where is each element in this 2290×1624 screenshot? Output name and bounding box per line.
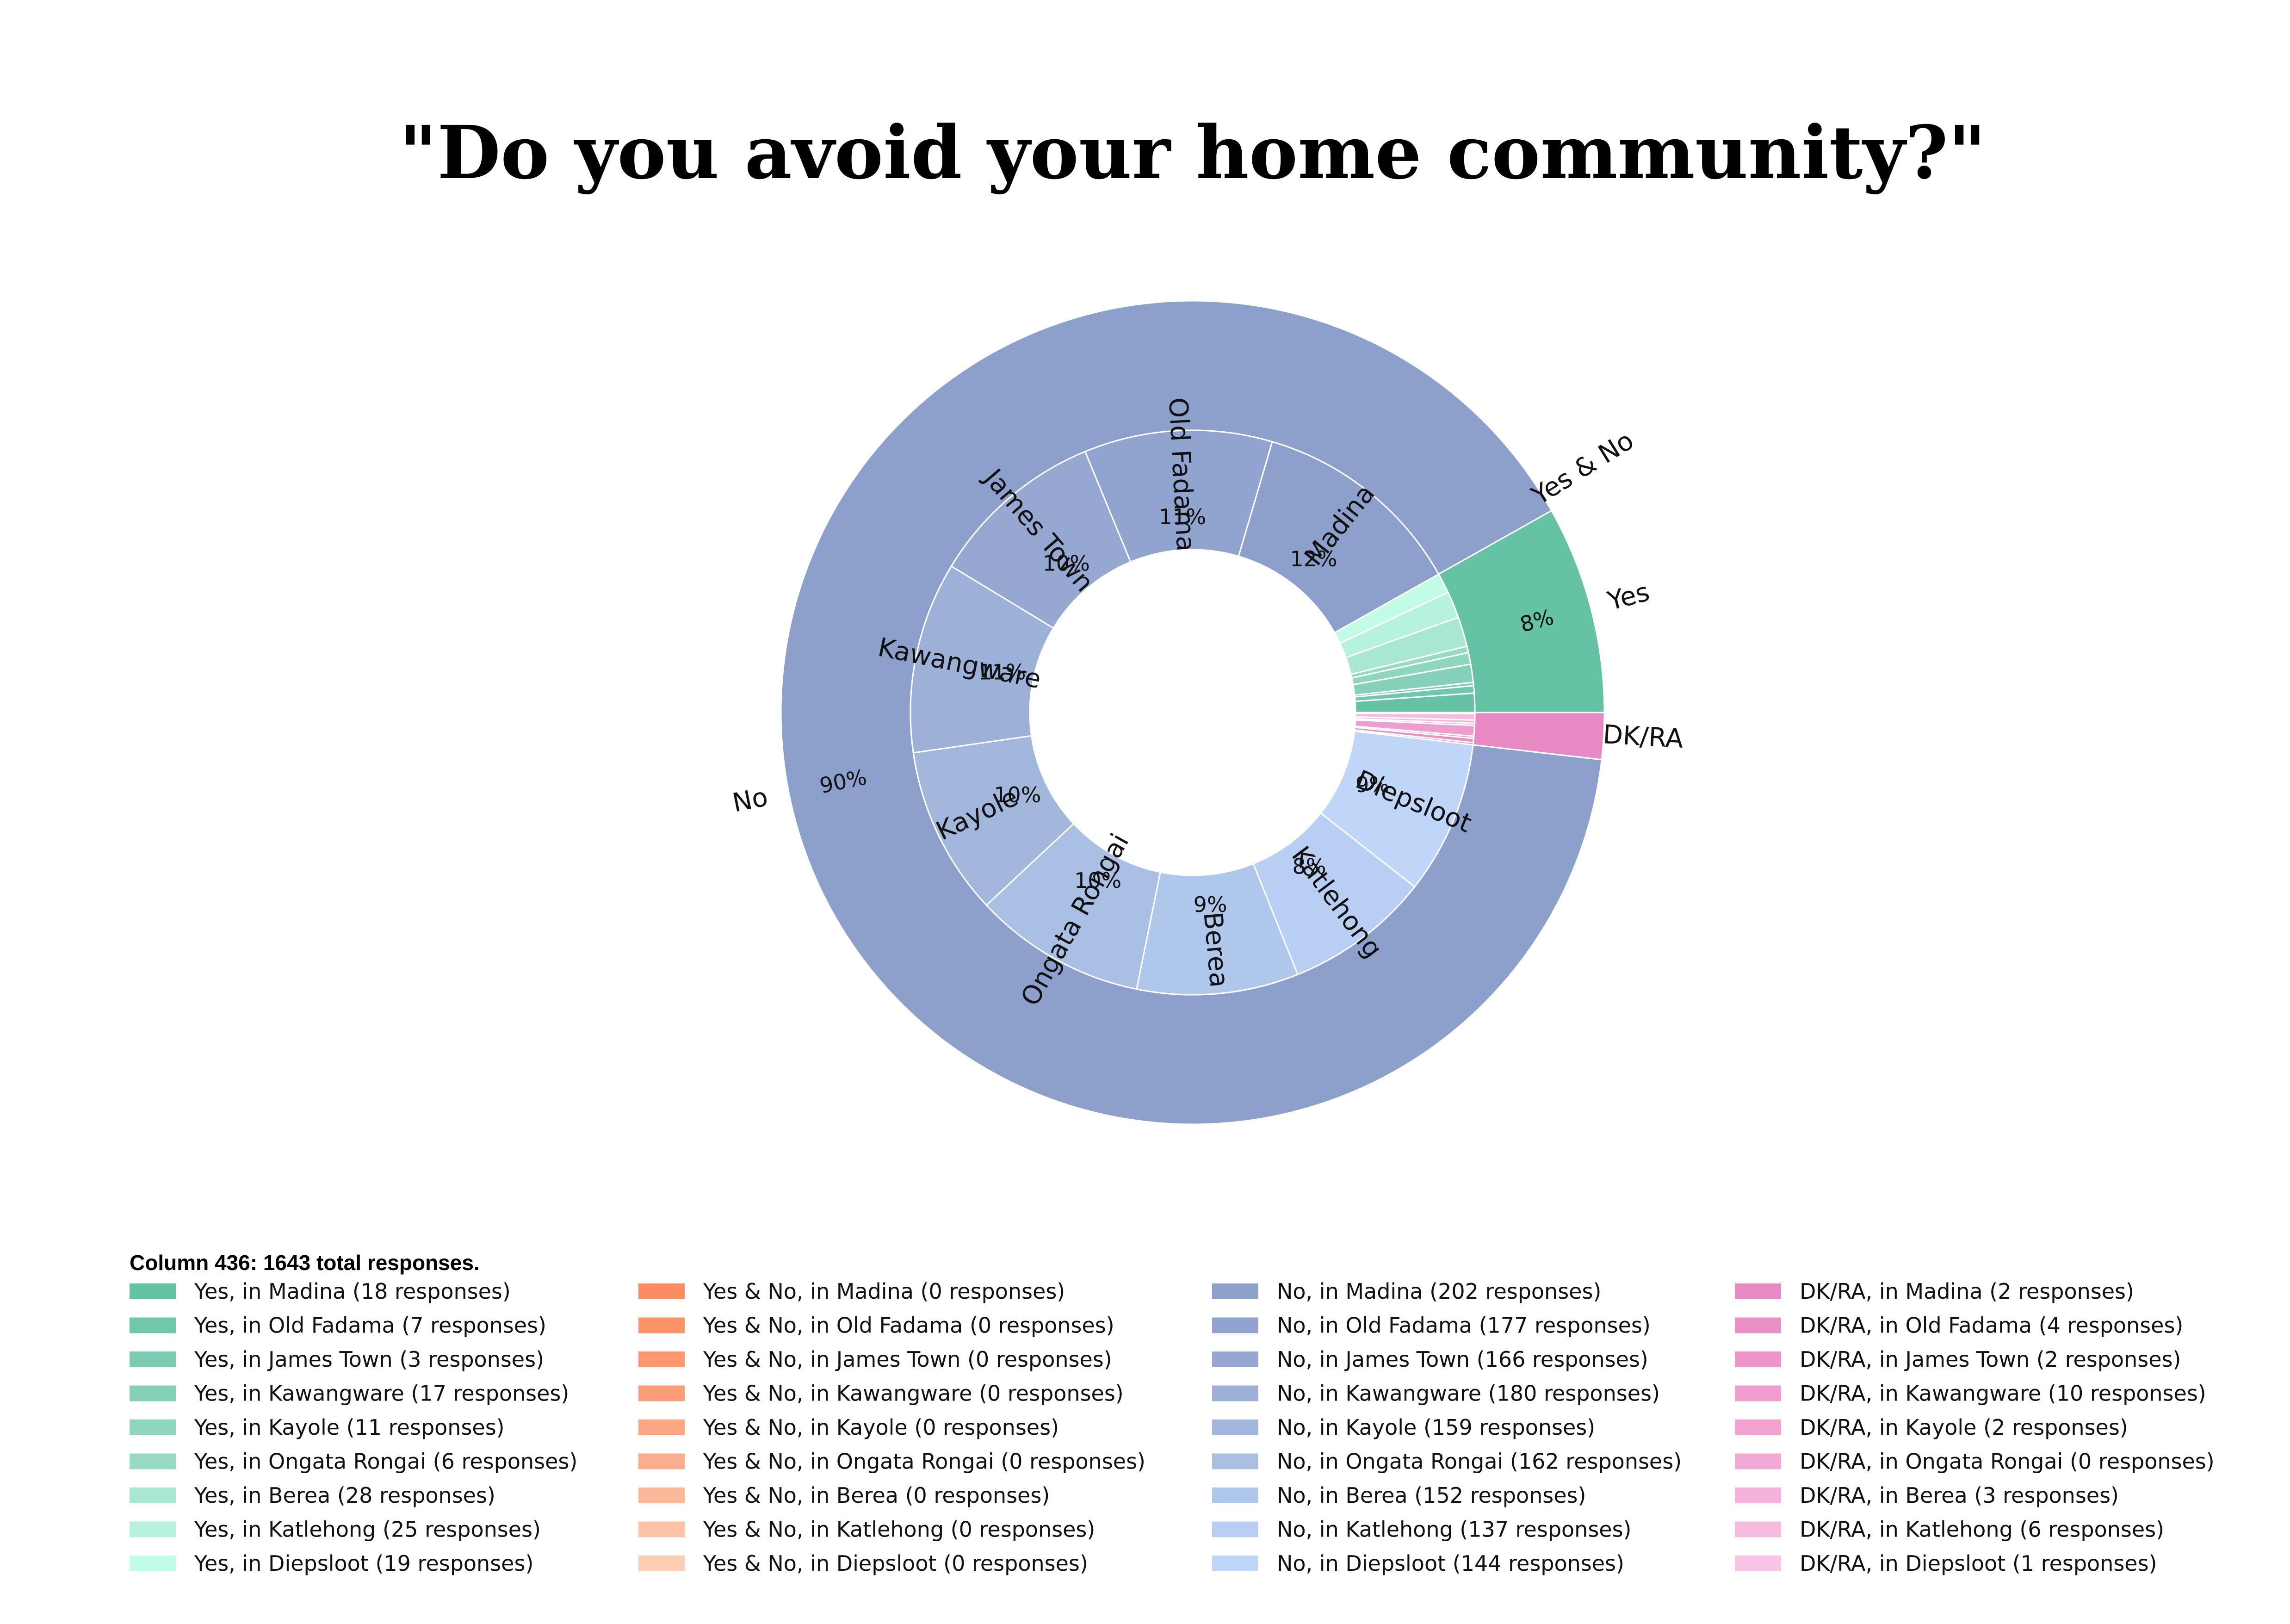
legend-entry: No, in Kawangware (180 responses) (1277, 1381, 1660, 1406)
segment-pct-kawangware: 11% (978, 660, 1026, 685)
outer-ring (780, 300, 1605, 1125)
segment-label-berea: Berea (1197, 911, 1234, 989)
legend-entry: Yes, in Diepsloot (19 responses) (194, 1551, 533, 1576)
wedge-no-kawangware (910, 565, 1055, 754)
wedge-no-ongata-rongai (985, 823, 1161, 990)
legend-swatch (130, 1521, 176, 1537)
legend-swatch (130, 1283, 176, 1299)
legend-entry: No, in Madina (202 responses) (1277, 1279, 1601, 1304)
legend-entry: Yes, in Kayole (11 responses) (194, 1415, 505, 1440)
outer-label-dk-ra: DK/RA (1602, 719, 1684, 754)
segment-pct-james-town: 10% (1043, 551, 1090, 576)
legend-swatch (1735, 1385, 1781, 1401)
legend-entry: Yes, in Katlehong (25 responses) (194, 1517, 541, 1542)
segment-pct-old-fadama: 11% (1159, 504, 1206, 529)
legend-swatch (1735, 1488, 1781, 1503)
legend-entry: No, in Katlehong (137 responses) (1277, 1517, 1632, 1542)
legend-swatch (1735, 1453, 1781, 1469)
outer-label-no: No (730, 782, 770, 818)
legend-entry: Yes, in Kawangware (17 responses) (194, 1381, 569, 1406)
legend-entry: DK/RA, in Ongata Rongai (0 responses) (1800, 1449, 2215, 1474)
middle-ring (910, 429, 1476, 996)
legend-swatch (638, 1385, 685, 1401)
legend-swatch (638, 1521, 685, 1537)
legend-swatch (638, 1556, 685, 1571)
legend-swatch (1735, 1317, 1781, 1333)
legend-swatch (1212, 1351, 1258, 1367)
legend-entry: DK/RA, in Katlehong (6 responses) (1800, 1517, 2164, 1542)
legend-entry: Yes, in James Town (3 responses) (194, 1347, 544, 1372)
legend-entry: DK/RA, in Berea (3 responses) (1800, 1483, 2119, 1508)
legend-entry: DK/RA, in Kayole (2 responses) (1800, 1415, 2128, 1440)
wedge-no-madina (1238, 440, 1440, 634)
legend-entry: Yes, in Madina (18 responses) (194, 1279, 511, 1304)
legend-entry: DK/RA, in Old Fadama (4 responses) (1800, 1313, 2183, 1338)
legend-swatch (638, 1488, 685, 1503)
legend-swatch (130, 1419, 176, 1435)
legend-swatch (1212, 1419, 1258, 1435)
wedge-no-old-fadama (1084, 429, 1273, 563)
legend-entry: No, in Old Fadama (177 responses) (1277, 1313, 1651, 1338)
segment-pct-berea: 9% (1194, 892, 1227, 917)
legend: Column 436: 1643 total responses. Yes, i… (130, 1251, 2215, 1576)
legend-entry: DK/RA, in Madina (2 responses) (1800, 1279, 2134, 1304)
outer-label-yes: Yes (1604, 577, 1653, 617)
legend-swatch (1212, 1453, 1258, 1469)
legend-swatch (1735, 1351, 1781, 1367)
legend-entry: Yes & No, in James Town (0 responses) (703, 1347, 1112, 1372)
legend-entry: Yes & No, in Old Fadama (0 responses) (703, 1313, 1114, 1338)
legend-swatch (130, 1351, 176, 1367)
legend-swatch (1212, 1521, 1258, 1537)
legend-swatch (1735, 1556, 1781, 1571)
legend-entry: No, in Diepsloot (144 responses) (1277, 1551, 1624, 1576)
outer-label-yes-and-no: Yes & No (1526, 425, 1639, 511)
legend-swatch (130, 1317, 176, 1333)
legend-swatch (1735, 1283, 1781, 1299)
legend-swatch (638, 1419, 685, 1435)
legend-entry: DK/RA, in James Town (2 responses) (1800, 1347, 2181, 1372)
legend-swatch (130, 1488, 176, 1503)
legend-entry: Yes & No, in Ongata Rongai (0 responses) (703, 1449, 1145, 1474)
legend-entry: No, in Berea (152 responses) (1277, 1483, 1586, 1508)
legend-title: Column 436: 1643 total responses. (130, 1251, 480, 1275)
legend-swatch (1212, 1317, 1258, 1333)
legend-entry: Yes, in Berea (28 responses) (194, 1483, 495, 1508)
legend-entry: No, in James Town (166 responses) (1277, 1347, 1648, 1372)
legend-entry: Yes, in Ongata Rongai (6 responses) (194, 1449, 577, 1474)
legend-entry: Yes & No, in Diepsloot (0 responses) (703, 1551, 1088, 1576)
legend-swatch (130, 1556, 176, 1571)
legend-entry: No, in Ongata Rongai (162 responses) (1277, 1449, 1682, 1474)
legend-entry: DK/RA, in Diepsloot (1 responses) (1800, 1551, 2157, 1576)
legend-entry: Yes & No, in Katlehong (0 responses) (703, 1517, 1095, 1542)
segment-pct-ongata-rongai: 10% (1074, 868, 1121, 893)
legend-entry: Yes, in Old Fadama (7 responses) (194, 1313, 546, 1338)
legend-swatch (638, 1283, 685, 1299)
segment-pct-madina: 12% (1290, 546, 1337, 571)
legend-entry: Yes & No, in Madina (0 responses) (703, 1279, 1065, 1304)
legend-entry: Yes & No, in Kawangware (0 responses) (703, 1381, 1124, 1406)
legend-entry: Yes & No, in Berea (0 responses) (703, 1483, 1050, 1508)
segment-pct-kayole: 10% (994, 782, 1041, 807)
legend-entry: Yes & No, in Kayole (0 responses) (703, 1415, 1059, 1440)
legend-swatch (1212, 1556, 1258, 1571)
legend-entry: No, in Kayole (159 responses) (1277, 1415, 1595, 1440)
segment-pct-katlehong: 8% (1292, 854, 1326, 879)
legend-swatch (1212, 1385, 1258, 1401)
legend-swatch (130, 1453, 176, 1469)
legend-swatch (130, 1385, 176, 1401)
legend-swatch (638, 1317, 685, 1333)
legend-swatch (1735, 1521, 1781, 1537)
legend-swatch (638, 1351, 685, 1367)
segment-pct-diepsloot: 9% (1355, 772, 1389, 797)
legend-swatch (638, 1453, 685, 1469)
legend-swatch (1735, 1419, 1781, 1435)
wedge-no-kayole (912, 735, 1075, 906)
legend-swatch (1212, 1283, 1258, 1299)
legend-entry: DK/RA, in Kawangware (10 responses) (1800, 1381, 2206, 1406)
chart-title: "Do you avoid your home community?" (399, 110, 1987, 196)
legend-swatch (1212, 1488, 1258, 1503)
